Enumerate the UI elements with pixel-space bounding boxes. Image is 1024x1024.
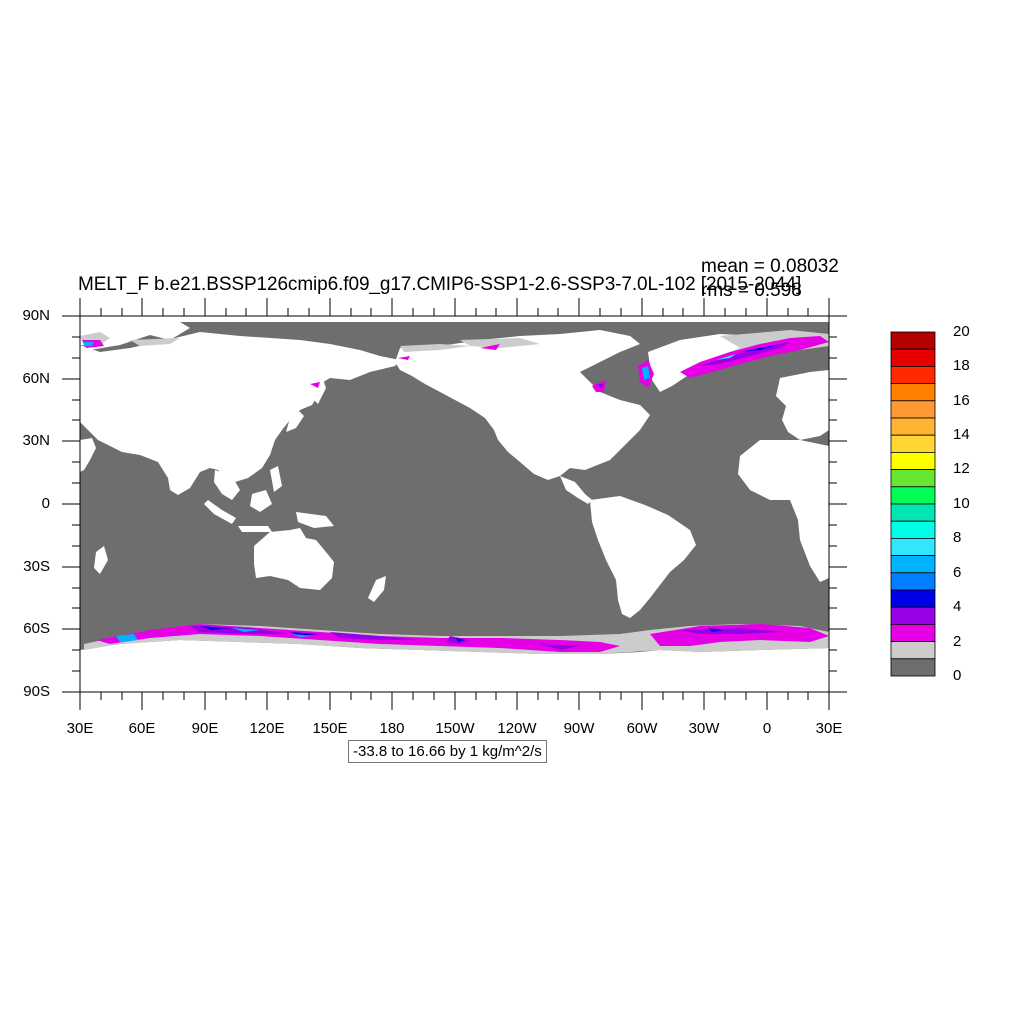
land-central-america [560,476,592,504]
land-japan [286,410,304,432]
plot-title: MELT_F b.e21.BSSP126cmip6.f09_g17.CMIP6-… [78,274,802,295]
colorbar-label: 4 [953,598,962,615]
colorbar-swatch [890,486,936,505]
mean-value: mean = 0.08032 [701,256,839,277]
colorbar-swatch [890,538,936,557]
y-tick-label: 0 [41,495,50,512]
x-tick-label: 180 [379,720,405,737]
colorbar-swatch [890,451,936,470]
land-sumatra [204,500,236,524]
colorbar-label: 8 [953,529,962,546]
colorbar-label: 2 [953,633,962,650]
land-north-america [395,330,650,480]
colorbar-swatch [890,624,936,643]
melt-greenland-purple [700,342,790,366]
colorbar-label: 16 [953,392,970,409]
colorbar-label: 6 [953,564,962,581]
x-tick-label: 0 [762,720,772,737]
colorbar-label: 0 [953,667,962,684]
contour-info-box: -33.8 to 16.66 by 1 kg/m^2/s [348,740,547,763]
colorbar-swatch [890,658,936,677]
land-africa-west [738,440,829,582]
x-tick-label: 150E [312,720,348,737]
colorbar-swatch [890,503,936,522]
y-ticks [62,315,847,693]
land-antarctica [80,640,829,692]
land-south-america [590,496,696,618]
colorbar-swatch [890,469,936,488]
x-minor-ticks [100,308,809,700]
y-tick-label: 90N [22,307,50,324]
land-philippines [270,466,282,492]
colorbar-label: 18 [953,357,970,374]
y-minor-ticks [72,336,837,672]
x-tick-label: 120W [497,720,537,737]
x-tick-label: 60E [128,720,156,737]
colorbar-label: 12 [953,460,970,477]
colorbar-label: 14 [953,426,970,443]
y-tick-label: 60N [22,370,50,387]
x-tick-label: 30E [66,720,94,737]
arctic-cap [80,316,829,322]
y-tick-label: 30S [23,558,50,575]
land-madagascar [94,546,108,574]
melt-hudson [592,380,606,392]
colorbar-swatch [890,589,936,608]
y-tick-label: 30N [22,432,50,449]
colorbar-swatch [890,572,936,591]
x-tick-label: 30W [688,720,720,737]
land-eurasia [80,322,400,495]
land-se-asia [214,470,240,500]
melt-greenland-cyan [716,354,736,360]
melt-antarctic-purple [190,626,780,650]
melt-antarctic-blue [200,626,724,642]
colorbar [890,331,936,677]
colorbar-swatch [890,641,936,660]
x-tick-label: 90W [563,720,595,737]
y-tick-label: 60S [23,620,50,637]
land-australia [254,528,334,590]
colorbar-swatch [890,400,936,419]
melt-weddell-magenta [650,624,829,646]
x-ticks [79,298,830,710]
land-africa-east [80,438,96,472]
x-tick-label: 150W [435,720,475,737]
land-newguinea [296,512,334,528]
x-tick-label: 120E [249,720,285,737]
colorbar-swatch [890,417,936,436]
x-tick-label: 90E [191,720,219,737]
colorbar-swatch [890,520,936,539]
colorbar-swatch [890,383,936,402]
land-europe [776,370,829,440]
rms-value: rms = 0.598 [701,280,802,301]
land-newzealand [368,576,386,602]
land-borneo [250,490,272,512]
melt-hudson-purple [598,384,604,390]
colorbar-swatch [890,434,936,453]
colorbar-label: 20 [953,323,970,340]
ice-arctic [80,330,829,374]
melt-greenland-east [680,336,829,378]
melt-svalbard-left-blue [84,342,94,346]
colorbar-swatch [890,331,936,350]
x-tick-label: 30E [815,720,843,737]
colorbar-swatch [890,606,936,625]
colorbar-swatch [890,365,936,384]
y-tick-label: 90S [23,683,50,700]
colorbar-swatch [890,348,936,367]
colorbar-swatch [890,555,936,574]
land-java [238,526,272,532]
melt-greenland-blue [740,344,780,352]
x-tick-label: 60W [626,720,658,737]
colorbar-label: 10 [953,495,970,512]
melt-baffin-blue [642,366,650,380]
